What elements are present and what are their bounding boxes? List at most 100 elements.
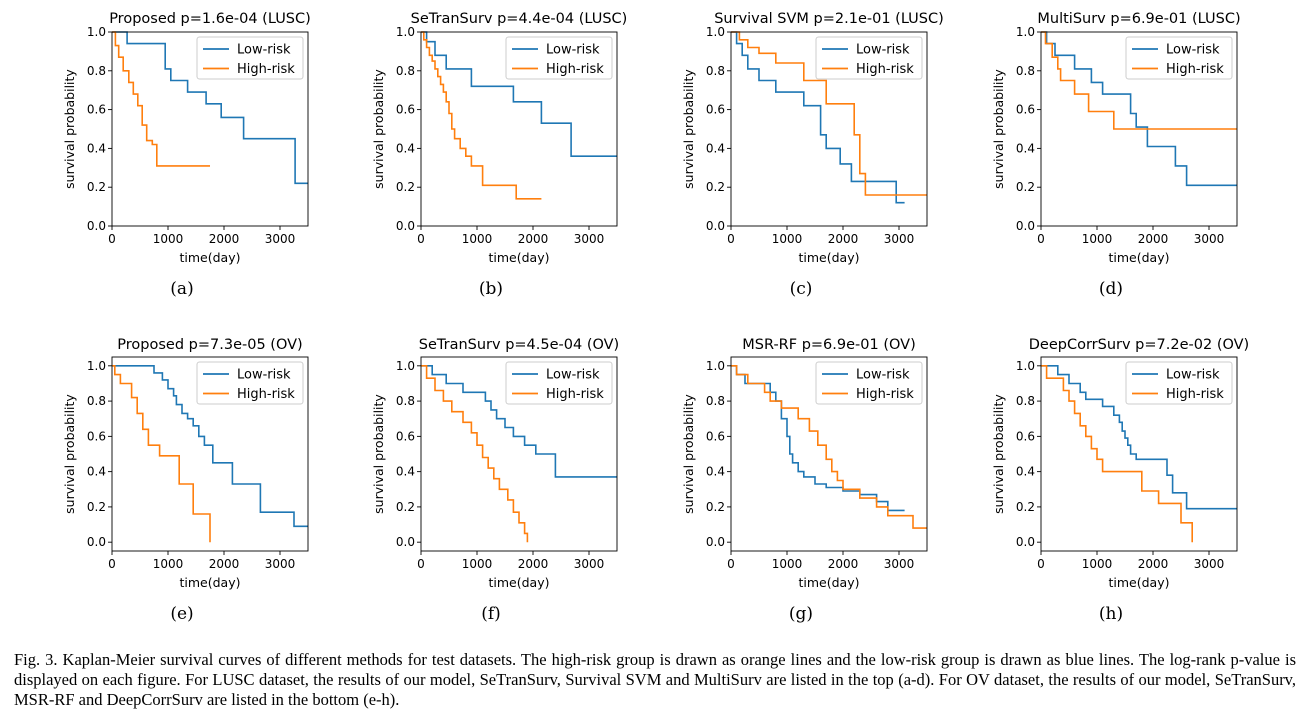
y-tick-label: 0.0 [706,535,725,549]
kaplan-meier-figure: 0.0 0.2 0.4 0.6 0.8 1.0 0 1000 2000 3000 time(day)… [62,11,1249,624]
plot-frame [1040,31,1238,227]
km-chart-c: 0.0 0.2 0.4 0.6 0.8 1.0 0 1000 2000 3000 time(day)… [681,11,944,299]
high-risk-curve [421,31,542,200]
x-tick-label: 3000 [884,232,915,246]
y-tick-label: 1.0 [1016,359,1035,373]
x-tick-label: 2000 [1138,557,1169,571]
x-axis-label: time(day) [799,575,860,590]
high-risk-curve [112,31,210,167]
subfigure-label: (a) [170,279,193,299]
y-tick-label: 0.0 [1016,219,1035,233]
y-tick-label: 0.0 [87,219,106,233]
x-axis-label: time(day) [489,250,550,265]
chart-title: DeepCorrSurv p=7.2e-02 (OV) [1029,337,1249,353]
x-tick-label: 1000 [462,232,493,246]
y-axis-label: survival probability [991,69,1006,189]
y-tick-label: 0.8 [87,64,106,78]
subfigure-label: (g) [789,604,813,624]
x-tick-label: 1000 [1082,557,1113,571]
km-chart-a: 0.0 0.2 0.4 0.6 0.8 1.0 0 1000 2000 3000 time(day)… [62,11,311,299]
y-tick-label: 0.2 [1016,500,1035,514]
y-tick-label: 0.4 [396,141,415,155]
subfigure-label: (h) [1099,604,1123,624]
y-tick-label: 0.0 [706,219,725,233]
y-axis-label: survival probability [371,69,386,189]
legend-label: Low-risk [856,368,910,383]
x-tick-label: 3000 [1194,232,1225,246]
legend-label: High-risk [1166,387,1224,402]
x-axis-label: time(day) [489,575,550,590]
chart-title: MSR-RF p=6.9e-01 (OV) [742,337,915,353]
km-chart-h: 0.0 0.2 0.4 0.6 0.8 1.0 0 1000 2000 3000 time(day)… [991,337,1249,624]
plot-frame [730,356,928,552]
y-axis-label: survival probability [371,394,386,514]
plot-frame [730,31,928,227]
x-tick-label: 1000 [772,557,803,571]
y-tick-label: 0.2 [87,500,106,514]
y-tick-label: 1.0 [87,25,106,39]
y-tick-label: 0.0 [87,535,106,549]
x-tick-label: 0 [1037,557,1045,571]
y-tick-label: 0.8 [396,64,415,78]
y-tick-label: 0.6 [706,429,725,443]
plot-frame [111,356,309,552]
legend-label: High-risk [237,62,295,77]
y-axis-label: survival probability [681,69,696,189]
legend-label: High-risk [856,387,914,402]
y-tick-label: 0.2 [87,180,106,194]
km-chart-b: 0.0 0.2 0.4 0.6 0.8 1.0 0 1000 2000 3000 time(day)… [371,11,627,299]
plot-frame [420,31,618,227]
plot-frame [420,356,618,552]
x-tick-label: 0 [417,232,425,246]
x-axis-label: time(day) [799,250,860,265]
y-tick-label: 1.0 [706,25,725,39]
x-tick-label: 3000 [574,557,605,571]
low-risk-curve [1041,31,1237,187]
y-tick-label: 0.8 [706,394,725,408]
legend-label: Low-risk [546,368,600,383]
x-tick-label: 2000 [828,557,859,571]
y-tick-label: 0.4 [706,465,725,479]
legend-label: High-risk [546,387,604,402]
y-axis-label: survival probability [62,69,77,189]
y-tick-label: 1.0 [396,25,415,39]
y-tick-label: 0.8 [706,64,725,78]
y-tick-label: 0.0 [1016,535,1035,549]
chart-title: Proposed p=1.6e-04 (LUSC) [109,11,311,27]
low-risk-curve [731,31,905,204]
y-tick-label: 0.2 [396,180,415,194]
high-risk-curve [112,365,211,543]
y-tick-label: 0.6 [1016,429,1035,443]
y-tick-label: 0.8 [87,394,106,408]
y-axis-label: survival probability [681,394,696,514]
plot-frame [1040,356,1238,552]
legend-label: High-risk [1166,62,1224,77]
x-tick-label: 1000 [153,557,184,571]
y-tick-label: 0.8 [1016,394,1035,408]
x-axis-label: time(day) [1109,575,1170,590]
high-risk-curve [421,365,529,543]
y-tick-label: 0.2 [1016,180,1035,194]
y-tick-label: 1.0 [87,359,106,373]
high-risk-curve [731,31,927,196]
y-tick-label: 0.4 [87,465,106,479]
x-tick-label: 1000 [462,557,493,571]
y-tick-label: 0.8 [1016,64,1035,78]
legend-label: High-risk [546,62,604,77]
low-risk-curve [1041,365,1237,510]
y-tick-label: 0.0 [396,535,415,549]
legend-label: Low-risk [856,43,910,58]
y-tick-label: 0.2 [706,180,725,194]
x-tick-label: 2000 [518,557,549,571]
x-axis-label: time(day) [1109,250,1170,265]
high-risk-curve [1041,365,1193,543]
km-chart-e: 0.0 0.2 0.4 0.6 0.8 1.0 0 1000 2000 3000 time(day)… [62,337,309,624]
y-tick-label: 1.0 [706,359,725,373]
y-tick-label: 0.6 [396,429,415,443]
subfigure-label: (b) [479,279,503,299]
y-axis-label: survival probability [991,394,1006,514]
x-tick-label: 3000 [265,232,296,246]
figure-caption: Fig. 3. Kaplan-Meier survival curves of … [14,650,1296,709]
subfigure-label: (c) [790,279,813,299]
